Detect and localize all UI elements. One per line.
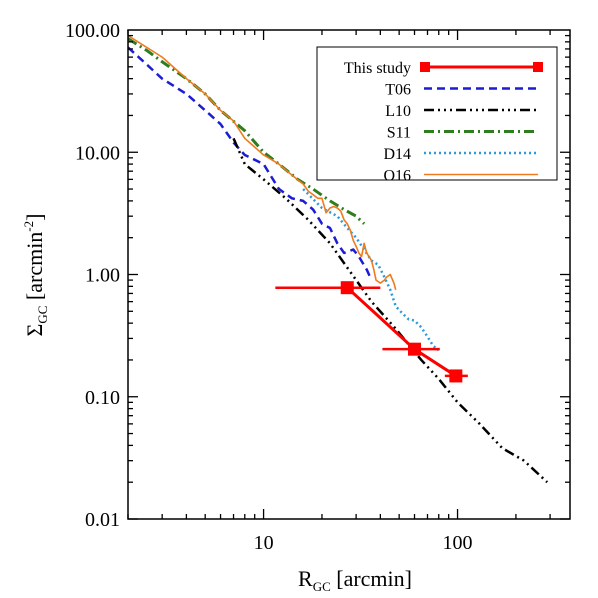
y-tick-label: 1.00	[85, 265, 120, 287]
x-tick-label: 100	[443, 532, 473, 554]
axis-layer: 10 100 100.00 10.00 1.00 0.10 0.01	[65, 20, 570, 554]
y-tick-label: 100.00	[65, 20, 120, 42]
legend-label-o16: O16	[383, 168, 411, 185]
series-layer	[128, 34, 549, 484]
legend-marker-this-study	[533, 62, 543, 72]
legend-label-l10: L10	[385, 103, 411, 120]
y-tick-label: 0.10	[85, 387, 120, 409]
y-axis-label: ΣGC [arcmin-2]	[21, 214, 50, 337]
legend-label-d14: D14	[383, 146, 411, 163]
d14-line	[302, 188, 440, 352]
y-tick-label: 0.01	[85, 509, 120, 531]
legend: This study T06 L10 S11 D14 O16	[316, 46, 558, 185]
l10-line	[232, 137, 549, 484]
x-axis-label: RGC [arcmin]	[298, 566, 412, 594]
this-study-marker	[340, 281, 354, 295]
legend-label-t06: T06	[385, 82, 411, 99]
t06-line	[128, 46, 373, 281]
this-study-marker	[449, 369, 463, 383]
x-tick-label: 10	[254, 532, 274, 554]
plot-frame	[127, 29, 571, 520]
this-study-marker	[408, 342, 422, 356]
o16-line	[128, 34, 397, 290]
legend-marker-this-study	[420, 62, 430, 72]
y-tick-label: 10.00	[75, 142, 120, 164]
legend-label-s11: S11	[387, 125, 411, 142]
legend-box	[316, 46, 558, 181]
legend-label-this-study: This study	[344, 60, 411, 77]
